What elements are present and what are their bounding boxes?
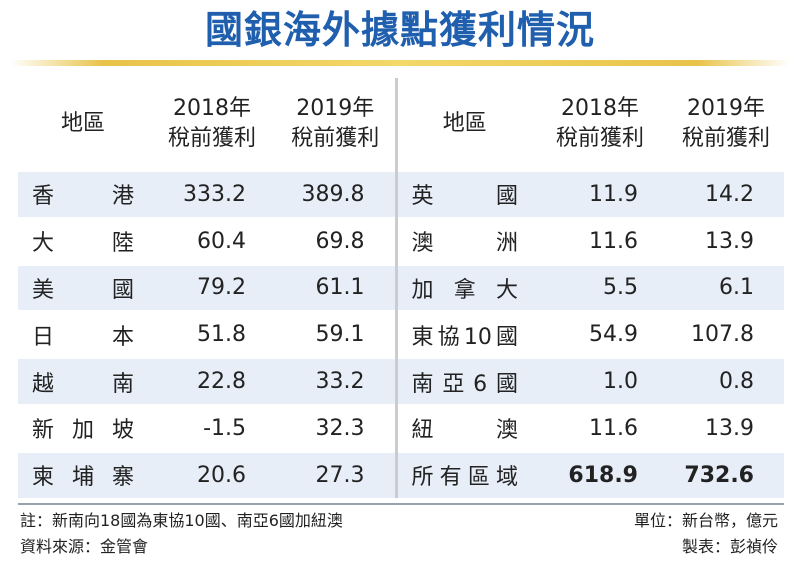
value-2018-cell: 1.0 <box>532 357 668 405</box>
header-pretax-profit: 稅前獲利 <box>291 126 380 151</box>
table-row: 日本 51.8 59.1 東協10國 54.9 107.8 <box>18 310 784 359</box>
region-cell: 大陸 <box>18 216 148 265</box>
header-pretax-profit: 稅前獲利 <box>555 126 644 151</box>
table-row: 大陸 60.4 69.8 澳洲 11.6 13.9 <box>18 216 784 265</box>
author-credit: 製表：彭禎伶 <box>681 537 778 556</box>
value-2019-cell: 27.3 <box>276 450 396 498</box>
region-cell: 紐澳 <box>394 403 532 452</box>
header-pretax-profit: 稅前獲利 <box>681 126 770 151</box>
value-2018-cell: 54.9 <box>532 310 668 359</box>
profit-table: 地區 2018年 稅前獲利 2019年 稅前獲利 地區 2018年 稅前獲利 2… <box>18 78 784 498</box>
value-2019-cell: 107.8 <box>668 310 784 359</box>
value-2018-cell: 11.9 <box>532 170 668 218</box>
table-header-row: 地區 2018年 稅前獲利 2019年 稅前獲利 地區 2018年 稅前獲利 2… <box>18 78 784 171</box>
value-2018-cell: 5.5 <box>532 263 668 312</box>
region-cell: 南亞6國 <box>394 357 532 405</box>
value-2018-cell: 51.8 <box>148 310 276 359</box>
table-row: 越南 22.8 33.2 南亞6國 1.0 0.8 <box>18 357 784 405</box>
value-2018-cell: 79.2 <box>148 263 276 312</box>
table-row: 柬埔寨 20.6 27.3 所有區域 618.9 732.6 <box>18 450 784 498</box>
value-2018-cell: 60.4 <box>148 216 276 265</box>
header-2018-left: 2018年 稅前獲利 <box>148 78 276 171</box>
value-2019-cell: 32.3 <box>276 403 396 452</box>
value-2018-cell: 333.2 <box>148 170 276 218</box>
value-2019-cell: 6.1 <box>668 263 784 312</box>
value-2018-cell: -1.5 <box>148 403 276 452</box>
region-cell: 美國 <box>18 263 148 312</box>
header-region-left: 地區 <box>60 111 105 136</box>
table-row: 美國 79.2 61.1 加拿大 5.5 6.1 <box>18 263 784 312</box>
header-year-2018: 2018年 <box>561 96 639 121</box>
page-title: 國銀海外據點獲利情況 <box>204 8 595 52</box>
value-2019-cell: 61.1 <box>276 263 396 312</box>
value-2018-cell: 20.6 <box>148 450 276 498</box>
total-2018-cell: 618.9 <box>532 450 668 498</box>
table-row: 香港 333.2 389.8 英國 11.9 14.2 <box>18 170 784 218</box>
value-2019-cell: 14.2 <box>668 170 784 218</box>
region-cell: 柬埔寨 <box>18 450 148 498</box>
region-cell: 澳洲 <box>394 216 532 265</box>
header-year-2019: 2019年 <box>687 96 765 121</box>
footnote: 註：新南向18國為東協10國、南亞6國加紐澳 <box>20 511 343 530</box>
table-bottom-rule <box>18 503 784 505</box>
header-year-2019: 2019年 <box>296 96 375 121</box>
region-cell: 日本 <box>18 310 148 359</box>
table-row: 新加坡 -1.5 32.3 紐澳 11.6 13.9 <box>18 403 784 452</box>
value-2019-cell: 69.8 <box>276 216 396 265</box>
region-cell: 加拿大 <box>394 263 532 312</box>
region-cell: 越南 <box>18 357 148 405</box>
region-cell: 英國 <box>394 170 532 218</box>
value-2019-cell: 389.8 <box>276 170 396 218</box>
value-2019-cell: 33.2 <box>276 357 396 405</box>
title-underline <box>10 60 790 66</box>
region-cell: 新加坡 <box>18 403 148 452</box>
header-2019-right: 2019年 稅前獲利 <box>668 78 784 171</box>
header-2019-left: 2019年 稅前獲利 <box>276 78 396 171</box>
value-2019-cell: 59.1 <box>276 310 396 359</box>
value-2019-cell: 13.9 <box>668 403 784 452</box>
header-2018-right: 2018年 稅前獲利 <box>532 78 668 171</box>
unit-note: 單位：新台幣，億元 <box>633 511 778 530</box>
value-2018-cell: 11.6 <box>532 216 668 265</box>
total-region-cell: 所有區域 <box>394 450 532 498</box>
header-pretax-profit: 稅前獲利 <box>167 126 256 151</box>
region-cell: 東協10國 <box>394 310 532 359</box>
value-2018-cell: 22.8 <box>148 357 276 405</box>
value-2019-cell: 0.8 <box>668 357 784 405</box>
value-2019-cell: 13.9 <box>668 216 784 265</box>
data-source: 資料來源：金管會 <box>20 537 149 556</box>
total-2019-cell: 732.6 <box>668 450 784 498</box>
header-year-2018: 2018年 <box>173 96 251 121</box>
region-cell: 香港 <box>18 170 148 218</box>
value-2018-cell: 11.6 <box>532 403 668 452</box>
header-region-right: 地區 <box>394 78 532 171</box>
